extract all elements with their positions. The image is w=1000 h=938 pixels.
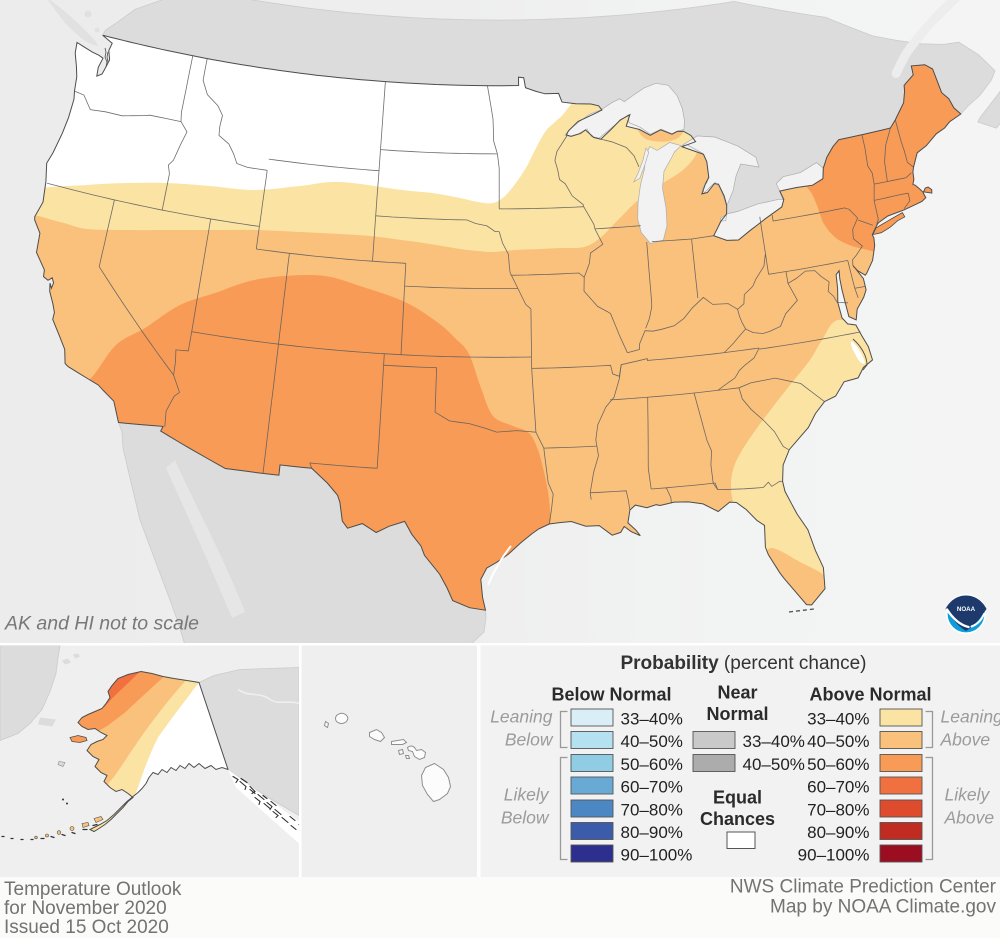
svg-text:Normal: Normal <box>706 704 768 724</box>
svg-text:Below Normal: Below Normal <box>551 685 671 705</box>
svg-text:Likely: Likely <box>945 785 991 805</box>
svg-text:80–90%: 80–90% <box>621 823 683 842</box>
svg-text:Likely: Likely <box>504 785 550 805</box>
svg-text:Map by NOAA Climate.gov: Map by NOAA Climate.gov <box>770 897 996 918</box>
svg-text:70–80%: 70–80% <box>621 801 683 820</box>
svg-text:80–90%: 80–90% <box>807 823 869 842</box>
svg-text:Equal: Equal <box>713 788 762 808</box>
svg-text:Leaning: Leaning <box>490 707 553 727</box>
svg-text:Leaning: Leaning <box>941 707 1000 727</box>
svg-text:AK and HI not to scale: AK and HI not to scale <box>4 613 199 635</box>
svg-text:50–60%: 50–60% <box>807 755 869 774</box>
svg-text:Chances: Chances <box>700 809 775 829</box>
svg-text:Above Normal: Above Normal <box>809 685 931 705</box>
svg-text:Below: Below <box>505 730 554 750</box>
svg-text:Below: Below <box>501 808 550 828</box>
svg-text:33–40%: 33–40% <box>621 710 683 729</box>
svg-text:Above: Above <box>944 808 995 828</box>
svg-text:NWS Climate Prediction Center: NWS Climate Prediction Center <box>730 877 997 898</box>
svg-text:Issued 15 Oct 2020: Issued 15 Oct 2020 <box>4 917 169 938</box>
svg-text:Near: Near <box>717 683 757 703</box>
svg-text:40–50%: 40–50% <box>807 732 869 751</box>
svg-text:Temperature Outlook: Temperature Outlook <box>4 879 182 900</box>
svg-text:50–60%: 50–60% <box>621 755 683 774</box>
svg-text:70–80%: 70–80% <box>807 801 869 820</box>
svg-text:Above: Above <box>940 730 991 750</box>
svg-text:for November 2020: for November 2020 <box>4 898 167 919</box>
svg-text:90–100%: 90–100% <box>621 846 693 865</box>
svg-text:Probability (percent chance): Probability (percent chance) <box>620 653 866 674</box>
svg-text:40–50%: 40–50% <box>621 732 683 751</box>
svg-text:90–100%: 90–100% <box>798 846 870 865</box>
svg-text:NOAA: NOAA <box>957 606 976 613</box>
svg-text:33–40%: 33–40% <box>743 732 805 751</box>
svg-text:60–70%: 60–70% <box>807 778 869 797</box>
svg-text:40–50%: 40–50% <box>743 755 805 774</box>
svg-text:33–40%: 33–40% <box>807 710 869 729</box>
svg-text:60–70%: 60–70% <box>621 778 683 797</box>
